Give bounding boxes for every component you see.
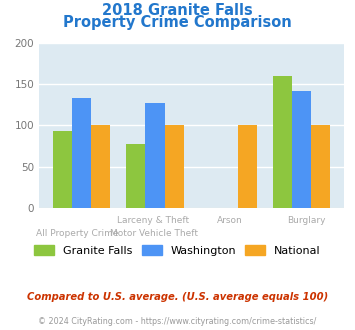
Text: Larceny & Theft: Larceny & Theft — [118, 216, 190, 225]
Bar — [146, 103, 164, 208]
Bar — [311, 125, 331, 208]
Legend: Granite Falls, Washington, National: Granite Falls, Washington, National — [30, 240, 325, 260]
Text: 2018 Granite Falls: 2018 Granite Falls — [102, 3, 253, 18]
Bar — [126, 144, 146, 208]
Bar — [292, 91, 311, 208]
Text: Burglary: Burglary — [287, 216, 326, 225]
Text: Motor Vehicle Theft: Motor Vehicle Theft — [110, 229, 197, 238]
Text: All Property Crime: All Property Crime — [36, 229, 119, 238]
Bar — [273, 76, 292, 208]
Text: © 2024 CityRating.com - https://www.cityrating.com/crime-statistics/: © 2024 CityRating.com - https://www.city… — [38, 317, 317, 326]
Text: Compared to U.S. average. (U.S. average equals 100): Compared to U.S. average. (U.S. average … — [27, 292, 328, 302]
Bar — [238, 125, 257, 208]
Bar — [91, 125, 110, 208]
Text: Arson: Arson — [217, 216, 243, 225]
Text: Property Crime Comparison: Property Crime Comparison — [63, 15, 292, 30]
Bar — [72, 98, 91, 208]
Bar — [53, 131, 72, 208]
Bar — [164, 125, 184, 208]
